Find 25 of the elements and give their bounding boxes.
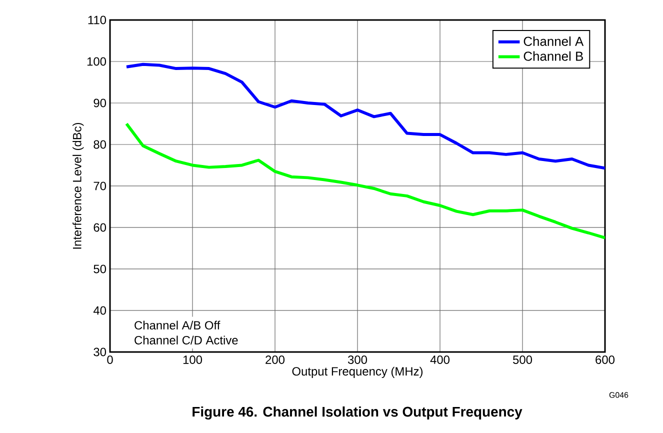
y-tick-label: 70 (94, 182, 106, 190)
x-tick-label: 0 (107, 356, 113, 364)
y-tick-label: 40 (93, 306, 106, 315)
y-tick-label: 100 (87, 57, 106, 66)
text: Figure 46. Channel Isolation vs Output Frequency (192, 406, 522, 420)
y-tick-label: 90 (94, 98, 106, 108)
x-tick-label: 100 (183, 356, 202, 364)
line-series (125, 122, 605, 240)
x-tick-label: 600 (596, 356, 615, 364)
x-tick-label: 200 (266, 356, 285, 364)
x-axis-title: Output Frequency (MHz) (292, 366, 423, 378)
x-tick-label: 500 (513, 356, 532, 364)
x-tick-label: 300 (348, 356, 368, 364)
x-tick-label: 400 (430, 356, 450, 364)
legend-label: Channel B (524, 51, 583, 61)
y-tick-label: 30 (94, 348, 106, 356)
y-axis-title: Interference Level (dBc) (72, 122, 84, 249)
y-tick-label: 110 (88, 16, 106, 24)
annotation: Channel C/D Active (134, 336, 238, 344)
y-tick-label: 50 (94, 264, 106, 274)
legend-label: Channel A (524, 36, 584, 46)
annotation: Channel A/B Off (134, 320, 220, 330)
y-tick-label: 60 (94, 223, 106, 232)
line-series (125, 62, 605, 170)
y-tick-label: 80 (94, 140, 106, 149)
